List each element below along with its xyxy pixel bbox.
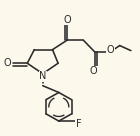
Text: O: O [107,45,114,55]
Text: O: O [90,66,98,76]
Text: N: N [39,71,46,81]
Text: O: O [63,15,71,25]
Text: F: F [76,119,81,129]
Text: O: O [4,58,11,68]
